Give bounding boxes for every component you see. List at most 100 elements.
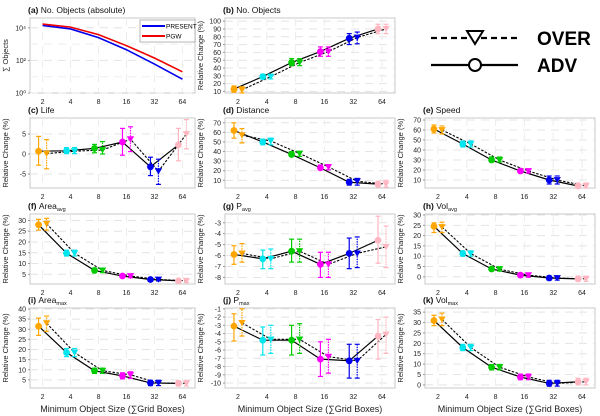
y-tick-label: -5 (215, 242, 221, 249)
y-tick-label: 30 (213, 159, 221, 166)
panel-d: 10 20 30 40 50 60 70 2 4 8 16 32 64 (d) Distance Relat… (196, 105, 396, 201)
panel-title-subscript: avg (448, 207, 457, 213)
y-tick-label: 5 (417, 264, 421, 271)
data-point-over (182, 131, 191, 138)
data-point-over (70, 250, 79, 257)
data-point-over (267, 255, 275, 263)
y-tick-label: 25 (413, 330, 421, 337)
y-tick-label: 25 (18, 229, 26, 236)
data-point-adv (574, 182, 582, 190)
data-point-over (267, 73, 275, 80)
data-point-adv (259, 255, 267, 263)
data-point-adv (430, 222, 438, 230)
y-tick-label: 70 (413, 118, 421, 125)
panel-g: -8 -7 -6 -5 -4 -3 2 4 8 16 32 64 (g) Pavg Relative Ch… (196, 201, 396, 297)
series-line-adv (38, 224, 179, 282)
data-point-adv (288, 151, 295, 158)
series-line-adv (433, 225, 579, 280)
data-point-over (324, 353, 333, 360)
panel-title-subscript: avg (242, 207, 251, 213)
x-tick-label: 64 (179, 394, 187, 401)
panel-label: (d) (223, 105, 236, 115)
data-point-adv (147, 276, 154, 283)
data-point-adv (517, 373, 524, 381)
y-tick-label: 40 (18, 307, 26, 314)
x-tick-label: 4 (69, 194, 73, 201)
plot-area (29, 307, 196, 389)
x-tick-label: 16 (321, 290, 329, 297)
x-tick-label: 16 (321, 394, 329, 401)
panel-title: (e) Speed (423, 105, 461, 115)
y-tick-label: 20 (413, 341, 421, 348)
x-tick-label: 16 (321, 99, 329, 106)
x-tick-label: 2 (41, 194, 45, 201)
data-point-over (582, 378, 590, 386)
y-tick-label: 80 (213, 34, 221, 41)
y-tick-label: 100 (209, 19, 221, 26)
y-tick-label: 60 (213, 130, 221, 137)
series-line-adv (433, 128, 579, 187)
x-tick-label: 32 (151, 394, 159, 401)
x-tick-label: 8 (494, 394, 498, 401)
panel-title: (f) Areaavg (28, 201, 66, 213)
data-point-over (324, 48, 333, 55)
y-tick-label: 15 (413, 243, 421, 250)
x-tick-label: 32 (151, 290, 159, 297)
plot-area (424, 117, 596, 189)
data-point-adv (35, 322, 42, 330)
data-point-adv (259, 138, 267, 146)
data-point-adv (147, 379, 154, 387)
x-axis-label: Minimum Object Size (∑Grid Boxes) (238, 404, 382, 414)
x-tick-label: 2 (41, 394, 45, 401)
data-point-over (42, 220, 51, 227)
panel-f: 5 10 15 20 25 30 2 4 8 16 32 64 (f) Areaavg Relative … (1, 201, 196, 297)
y-tick-label: 30 (413, 213, 421, 220)
series-line-adv (233, 28, 379, 90)
y-tick-label: 35 (18, 317, 26, 324)
x-tick-label: 4 (265, 394, 269, 401)
panel-title-text: Vol (436, 295, 448, 305)
data-point-adv (574, 378, 582, 386)
series-line-adv (38, 141, 179, 168)
y-tick-label: -6 (215, 348, 221, 355)
data-point-over (353, 250, 361, 257)
x-tick-label: 4 (465, 194, 469, 201)
y-tick-label: 10 (413, 254, 421, 261)
panel-title-text: No. Objects (236, 5, 280, 15)
data-point-over (295, 248, 304, 255)
series-line-over (441, 226, 587, 280)
y-axis-label: Relative Change (%) (1, 118, 10, 188)
data-point-over (467, 344, 475, 351)
y-tick-label: -4 (215, 331, 221, 338)
y-tick-label: 30 (413, 158, 421, 165)
y-tick-label: 0 (22, 152, 26, 159)
data-point-adv (259, 73, 267, 80)
y-tick-label: -4 (215, 231, 221, 238)
x-tick-label: 2 (436, 290, 440, 297)
data-point-over (98, 367, 107, 375)
x-tick-label: 32 (151, 99, 159, 106)
y-axis-label: Relative Change (%) (196, 313, 205, 383)
x-tick-label: 16 (521, 394, 529, 401)
y-tick-label: -8 (215, 275, 221, 282)
panel-title-text: P (233, 295, 239, 305)
legend-adv-circle-icon (468, 58, 482, 72)
data-point-adv (317, 260, 324, 268)
x-tick-label: 64 (578, 290, 586, 297)
panel-title-text: Life (41, 105, 55, 115)
x-tick-label: 8 (97, 394, 101, 401)
y-tick-label: -2 (215, 315, 221, 322)
x-tick-label: 8 (294, 194, 298, 201)
x-tick-label: 16 (321, 194, 329, 201)
x-tick-label: 64 (378, 394, 386, 401)
y-tick-label: 10 (18, 367, 26, 374)
y-tick-label: -9 (215, 372, 221, 379)
data-point-over (182, 380, 191, 387)
panel-title: (d) Distance (223, 105, 270, 115)
series-line-over (441, 319, 587, 384)
series-line-over (46, 322, 187, 384)
panel-label: (e) (423, 105, 436, 115)
